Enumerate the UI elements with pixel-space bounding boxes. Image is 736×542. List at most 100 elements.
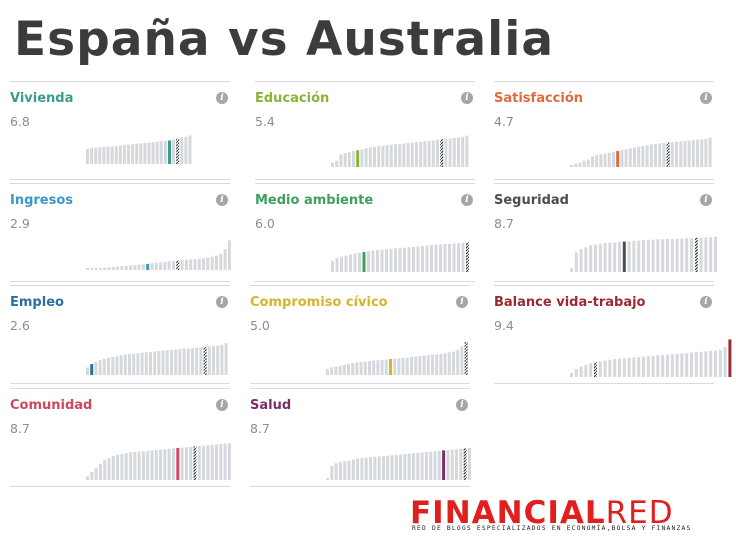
- country-bar: [448, 138, 452, 167]
- country-bar: [709, 351, 713, 377]
- country-bar: [403, 247, 406, 272]
- country-bar: [446, 450, 450, 480]
- country-bar: [107, 458, 111, 480]
- spain-bar: [146, 263, 150, 270]
- indicator-value: 5.4: [255, 114, 275, 129]
- country-bar: [637, 357, 641, 377]
- country-bar: [377, 456, 381, 480]
- country-bar: [338, 365, 342, 375]
- info-icon[interactable]: i: [461, 194, 473, 206]
- country-bar: [131, 144, 135, 164]
- country-bar: [103, 460, 107, 480]
- country-bar: [675, 141, 678, 167]
- country-bar: [212, 346, 215, 375]
- info-icon[interactable]: i: [700, 296, 712, 308]
- info-icon[interactable]: i: [216, 399, 228, 411]
- indicator-panel: Comunidad 8.7 i: [10, 388, 231, 488]
- country-bar: [603, 360, 607, 377]
- country-bar: [143, 143, 147, 164]
- country-bar: [645, 145, 649, 167]
- indicator-value: 8.7: [494, 216, 514, 231]
- info-icon[interactable]: i: [700, 194, 712, 206]
- country-bar: [457, 137, 460, 167]
- country-bar: [334, 463, 338, 480]
- country-bar: [154, 262, 158, 270]
- country-bar: [405, 357, 409, 375]
- country-bar: [90, 472, 94, 480]
- country-bar: [210, 444, 214, 480]
- country-bar: [457, 243, 460, 272]
- country-bar: [372, 360, 376, 375]
- country-bar: [613, 242, 617, 272]
- panel-divider: [494, 281, 714, 282]
- country-bar: [654, 143, 657, 167]
- country-bar: [627, 357, 631, 377]
- country-bar: [377, 146, 381, 167]
- country-bar: [202, 258, 206, 270]
- country-bar: [86, 367, 89, 375]
- country-bar: [219, 444, 223, 480]
- country-bar: [389, 144, 393, 167]
- country-bar: [154, 450, 158, 480]
- info-icon[interactable]: i: [461, 92, 473, 104]
- country-bar: [714, 350, 717, 377]
- spain-bar: [168, 140, 171, 164]
- country-bar: [633, 147, 636, 167]
- country-bar: [223, 249, 227, 270]
- country-bar: [627, 241, 631, 272]
- country-bar: [335, 160, 339, 167]
- country-bar: [210, 256, 214, 270]
- country-bar: [159, 141, 163, 164]
- info-icon[interactable]: i: [216, 296, 228, 308]
- country-bar: [342, 364, 346, 375]
- country-bar: [394, 454, 398, 480]
- financialred-logo[interactable]: FINANCIALRED RED DE BLOGS ESPECIALIZADOS…: [410, 496, 728, 540]
- logo-name-part2: RED: [605, 495, 674, 531]
- country-bar: [584, 365, 588, 377]
- spain-bar: [442, 450, 446, 480]
- country-bar: [666, 238, 669, 272]
- info-icon[interactable]: i: [216, 194, 228, 206]
- country-bar: [598, 243, 602, 272]
- country-bar: [220, 344, 224, 375]
- country-bar: [579, 249, 583, 272]
- country-bar: [431, 140, 435, 167]
- country-bar: [704, 351, 708, 377]
- country-bar: [124, 265, 128, 270]
- indicator-value: 9.4: [494, 318, 514, 333]
- country-bar: [718, 349, 722, 377]
- country-bar: [380, 359, 384, 375]
- info-icon[interactable]: i: [216, 92, 228, 104]
- country-bar: [696, 139, 699, 167]
- country-bar: [129, 452, 132, 480]
- country-bar: [461, 242, 465, 272]
- country-bar: [418, 356, 422, 375]
- info-icon[interactable]: i: [700, 92, 712, 104]
- country-bar: [140, 352, 144, 375]
- country-bar: [591, 156, 594, 167]
- panel-divider: [255, 183, 475, 184]
- country-bar: [416, 246, 420, 272]
- country-bar: [111, 456, 115, 480]
- country-bar: [197, 446, 201, 480]
- country-bar: [661, 239, 665, 272]
- panel-divider: [494, 183, 714, 184]
- country-bar: [608, 359, 612, 377]
- spain-bar: [622, 241, 626, 272]
- country-bar: [694, 352, 698, 377]
- country-bar: [407, 453, 411, 480]
- australia-bar: [176, 260, 180, 270]
- country-bar: [426, 355, 430, 375]
- indicator-value: 6.8: [10, 114, 30, 129]
- country-bar: [386, 455, 390, 480]
- info-icon[interactable]: i: [456, 296, 468, 308]
- country-bar: [683, 141, 687, 167]
- country-bar: [373, 456, 377, 480]
- info-icon[interactable]: i: [456, 399, 468, 411]
- country-bar: [699, 237, 703, 272]
- country-bar: [649, 144, 653, 167]
- country-bar: [102, 358, 106, 375]
- country-bar: [425, 245, 429, 272]
- country-bar: [215, 444, 218, 480]
- country-bar: [429, 451, 433, 480]
